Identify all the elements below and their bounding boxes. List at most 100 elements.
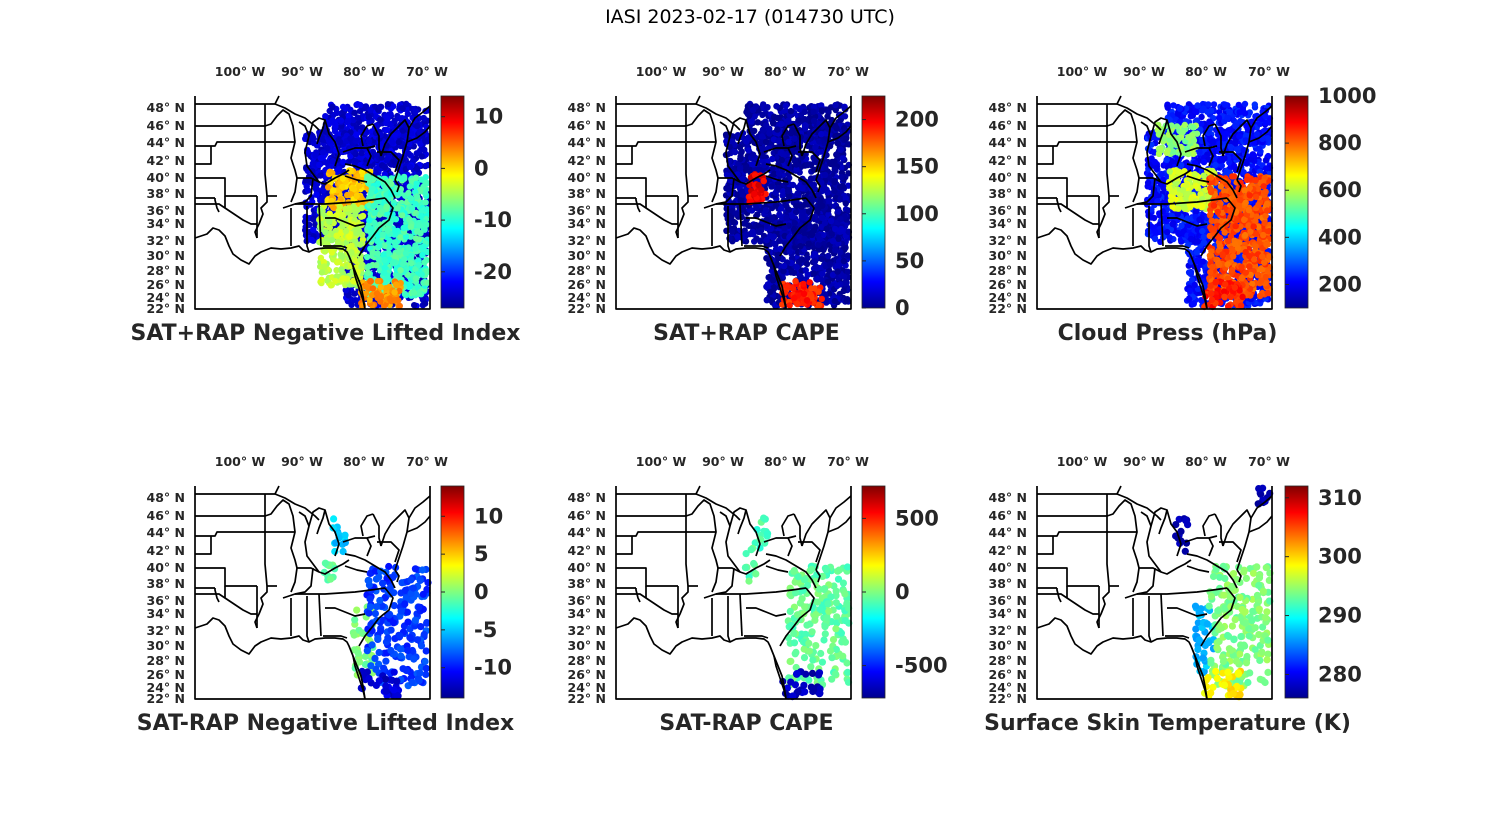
field-point-swath (797, 243, 804, 250)
lat-tick-label: 44° N (147, 135, 185, 150)
field-point-swath (804, 161, 811, 169)
field-point-atlantic (410, 289, 418, 296)
field-point-atlantic (407, 223, 414, 230)
field-point-swath (834, 282, 841, 289)
field-point-swath (787, 107, 795, 115)
lon-tick-label: 80° W (343, 64, 385, 79)
field-point-southeast (345, 205, 353, 212)
field-point-atlantic (421, 259, 428, 266)
field-point-swath (834, 208, 842, 215)
field-point-swath (791, 219, 798, 227)
field-point-swath (389, 139, 396, 146)
lat-tick-label: 30° N (147, 248, 185, 263)
field-point-swath (310, 215, 317, 223)
lat-tick-label: 22° N (568, 301, 606, 316)
field-point-swath (312, 152, 319, 159)
field-point-swath (785, 117, 792, 124)
colorbar-tick-label: 0 (895, 296, 910, 320)
field-point-southeast (338, 266, 345, 273)
field-point-swath (764, 281, 772, 288)
field-point-swath (837, 249, 844, 256)
field-point-swath (391, 117, 398, 125)
colorbar-tick-label: -10 (474, 208, 512, 232)
lon-tick-label: 80° W (764, 64, 806, 79)
field-point-swath (791, 135, 798, 142)
field-point-swath (391, 158, 398, 165)
field-point-swath (737, 155, 744, 163)
field-point-swath (802, 116, 809, 124)
field-point-swath (816, 236, 823, 243)
field-point-south-tip (363, 283, 370, 290)
field-point-southeast (340, 275, 347, 282)
field-point-swath (818, 130, 825, 138)
field-point-swath (800, 214, 807, 221)
field-point-swath (810, 117, 818, 125)
field-point-swath (340, 158, 347, 166)
field-point-swath (323, 159, 330, 167)
colorbar-tick-label: 200 (895, 108, 939, 132)
lon-tick-label: 70° W (827, 64, 869, 79)
colorbar-tick-label: 50 (895, 249, 924, 273)
field-point-swath (310, 135, 317, 142)
map-panel-2: 100° W 90° W 80° W 70° W48° N46° N44° N42° … (568, 64, 939, 346)
field-point-south-tip (791, 294, 798, 302)
field-point-swath (794, 190, 801, 197)
field-point-swath (749, 151, 757, 158)
field-point-atlantic (363, 253, 371, 261)
field-point-swath (383, 126, 390, 134)
field-point-southeast (321, 263, 328, 270)
field-point-swath (798, 256, 806, 263)
lat-tick-label: 32° N (147, 233, 185, 248)
field-point-atlantic (413, 193, 421, 200)
field-point-swath (316, 161, 323, 169)
lat-tick-label: 28° N (568, 263, 606, 278)
field-point-swath (818, 276, 825, 283)
colorbar (861, 95, 886, 309)
field-point-atlantic (405, 244, 412, 251)
field-point-swath (352, 158, 360, 165)
lon-tick-label: 90° W (702, 64, 744, 79)
field-point-swath (310, 226, 317, 233)
field-point-swath (758, 133, 765, 140)
field-point-southeast (318, 269, 326, 276)
colorbar (440, 95, 465, 309)
field-point-atlantic (407, 195, 415, 202)
field-point-atlantic (386, 237, 393, 245)
field-point-swath (319, 149, 327, 156)
field-point-swath (795, 117, 802, 124)
colorbar-tick-label: -20 (474, 260, 512, 284)
field-point-swath (421, 146, 428, 153)
field-point-swath (322, 113, 329, 120)
field-point-swath (734, 233, 741, 240)
field-point-swath (336, 165, 343, 173)
field-point-atlantic (383, 203, 390, 210)
panel-title: SAT+RAP CAPE (653, 321, 840, 346)
field-point-southeast (334, 238, 342, 246)
field-point-swath (842, 135, 850, 142)
field-point-swath (759, 127, 767, 134)
field-point-swath (324, 145, 331, 152)
field-point-swath (785, 138, 792, 146)
field-point-swath (339, 148, 347, 156)
lat-tick-label: 48° N (568, 100, 606, 115)
field-point-southeast (336, 203, 343, 210)
field-point-swath (310, 139, 318, 147)
field-point-atlantic (415, 261, 423, 269)
field-point-atlantic (408, 205, 416, 212)
field-point-swath (742, 220, 749, 227)
field-point-swath (804, 254, 811, 262)
field-point-swath (771, 240, 778, 247)
field-point-swath (819, 202, 826, 209)
field-point-atlantic (406, 183, 414, 190)
field-point-swath (405, 150, 412, 157)
field-point-atlantic (401, 256, 408, 263)
field-point-southeast (339, 212, 346, 219)
field-point-swath (805, 208, 813, 215)
field-point-swath (345, 118, 352, 125)
field-point-swath (333, 109, 340, 117)
field-point-atlantic (367, 190, 375, 197)
field-point-swath (815, 241, 822, 248)
field-point-swath (839, 154, 847, 162)
field-point-swath (838, 225, 845, 233)
field-point-southeast (328, 281, 335, 289)
